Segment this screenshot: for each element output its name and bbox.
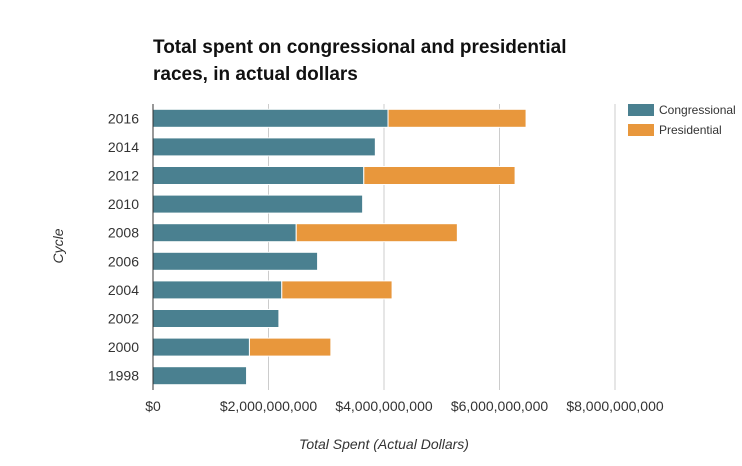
x-tick-label-4: $8,000,000,000 [566, 398, 664, 414]
chart-title: Total spent on congressional and preside… [153, 37, 567, 85]
bar-congressional-2012 [152, 166, 365, 185]
bar-congressional-2006 [152, 251, 319, 271]
bar-presidential-2000 [248, 337, 332, 357]
bar-congressional-2002 [152, 309, 280, 328]
bar-congressional-2000 [152, 337, 250, 357]
legend-item-congressional: Congressional [628, 100, 736, 120]
y-tick-label-2006: 2006 [108, 253, 139, 269]
bar-congressional-1998 [152, 366, 248, 386]
bar-congressional-2016 [152, 108, 389, 128]
y-tick-label-2010: 2010 [108, 196, 139, 212]
x-axis-title: Total Spent (Actual Dollars) [299, 436, 469, 452]
y-tick-label-2000: 2000 [108, 339, 139, 355]
bar-congressional-2010 [152, 194, 364, 214]
x-tick-label-2: $4,000,000,000 [335, 398, 433, 414]
legend-label-congressional: Congressional [659, 103, 736, 117]
bar-presidential-2008 [295, 223, 458, 243]
x-tick-label-3: $6,000,000,000 [451, 398, 549, 414]
y-tick-label-2002: 2002 [108, 311, 139, 327]
legend-item-presidential: Presidential [628, 120, 736, 140]
legend-swatch-congressional [628, 104, 654, 116]
y-tick-label-1998: 1998 [108, 368, 139, 384]
y-tick-label-2004: 2004 [108, 282, 139, 298]
bar-presidential-2012 [363, 166, 516, 185]
bar-presidential-2004 [281, 280, 393, 300]
x-tick-label-1: $2,000,000,000 [220, 398, 318, 414]
y-axis-title: Cycle [50, 228, 66, 263]
bar-congressional-2008 [152, 223, 297, 243]
x-tick-label-0: $0 [145, 398, 161, 414]
legend-label-presidential: Presidential [659, 123, 722, 137]
y-tick-label-2012: 2012 [108, 168, 139, 184]
y-tick-label-2016: 2016 [108, 110, 139, 126]
bar-congressional-2004 [152, 280, 283, 300]
y-tick-label-2008: 2008 [108, 225, 139, 241]
chart-legend: Congressional Presidential [628, 100, 736, 140]
bar-presidential-2016 [387, 108, 527, 128]
y-tick-label-2014: 2014 [108, 139, 139, 155]
bar-congressional-2014 [152, 137, 376, 157]
legend-swatch-presidential [628, 124, 654, 136]
